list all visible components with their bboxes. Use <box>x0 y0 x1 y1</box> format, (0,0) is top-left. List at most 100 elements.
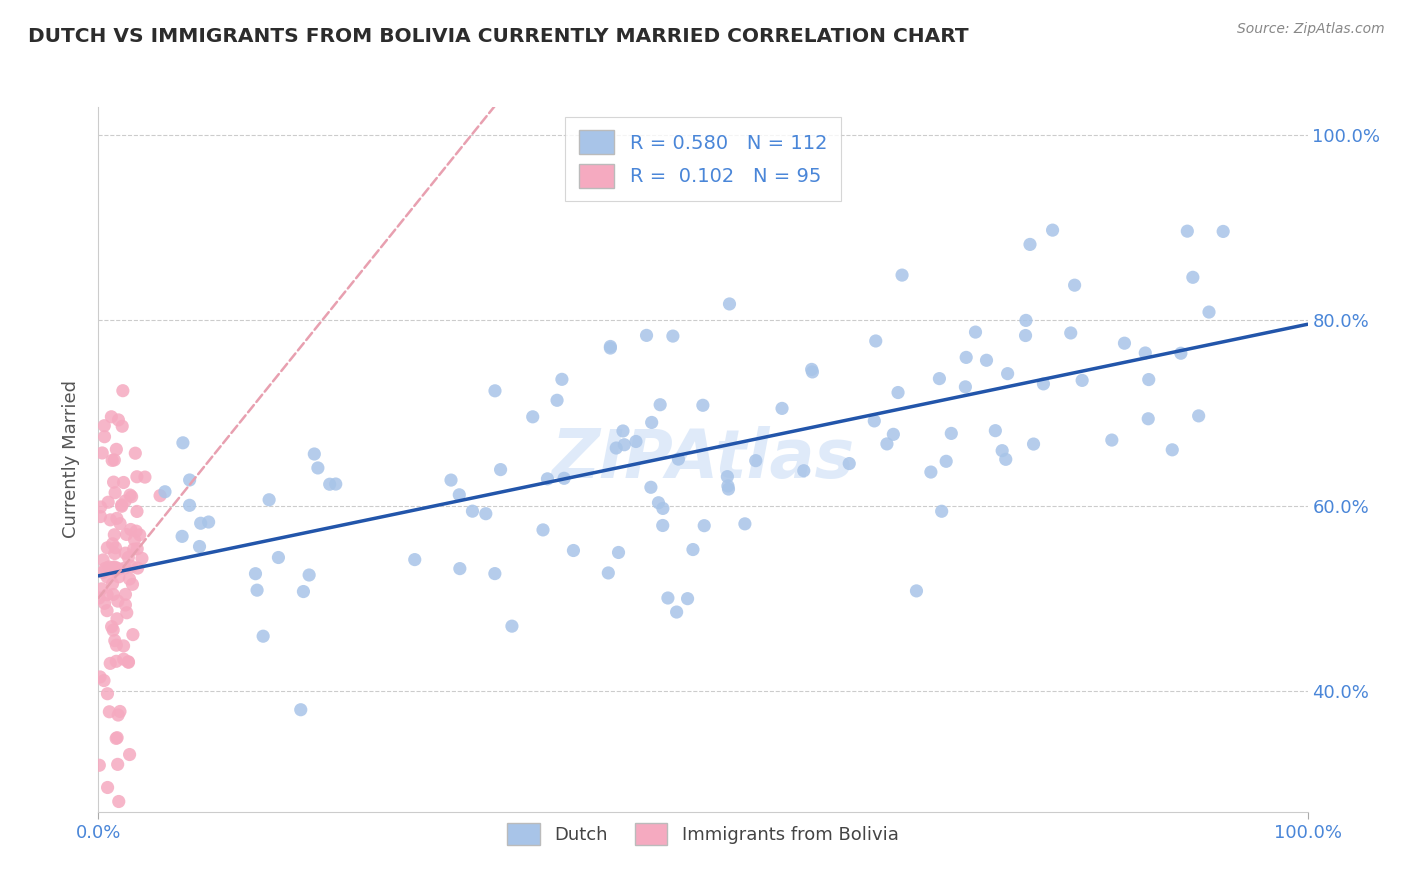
Point <box>640 480 662 494</box>
Point <box>121 577 143 591</box>
Point <box>920 465 942 479</box>
Point <box>100 409 122 424</box>
Point <box>98 705 121 719</box>
Point <box>179 473 201 487</box>
Point <box>484 384 506 398</box>
Point <box>692 398 714 412</box>
Point <box>105 731 128 745</box>
Point <box>1161 442 1184 457</box>
Point <box>745 453 768 467</box>
Point <box>105 638 128 652</box>
Point <box>87 591 110 605</box>
Point <box>96 570 118 584</box>
Point <box>252 629 274 643</box>
Point <box>107 594 129 608</box>
Point <box>997 367 1019 381</box>
Point <box>105 511 128 525</box>
Point <box>1181 270 1204 285</box>
Point <box>118 572 141 586</box>
Point <box>531 523 554 537</box>
Point <box>461 504 484 518</box>
Legend: Dutch, Immigrants from Bolivia: Dutch, Immigrants from Bolivia <box>501 815 905 852</box>
Point <box>325 477 347 491</box>
Point <box>107 562 129 576</box>
Point <box>1015 313 1038 327</box>
Point <box>905 583 928 598</box>
Point <box>801 365 824 379</box>
Point <box>115 527 138 541</box>
Point <box>134 470 156 484</box>
Point <box>475 507 498 521</box>
Point <box>103 475 125 490</box>
Point <box>991 443 1014 458</box>
Point <box>682 542 704 557</box>
Point <box>955 351 977 365</box>
Point <box>404 552 426 566</box>
Point <box>98 513 121 527</box>
Point <box>449 488 471 502</box>
Point <box>668 452 690 467</box>
Point <box>89 758 111 772</box>
Point <box>307 461 329 475</box>
Point <box>101 576 124 591</box>
Point <box>104 633 127 648</box>
Point <box>994 452 1017 467</box>
Point <box>93 430 115 444</box>
Point <box>153 484 176 499</box>
Point <box>290 703 312 717</box>
Point <box>120 488 142 502</box>
Point <box>613 438 636 452</box>
Point <box>100 619 122 633</box>
Point <box>124 533 146 547</box>
Point <box>96 588 118 602</box>
Point <box>1032 376 1054 391</box>
Point <box>104 564 127 578</box>
Point <box>718 297 741 311</box>
Point <box>94 561 117 575</box>
Point <box>562 543 585 558</box>
Point <box>125 524 148 538</box>
Point <box>882 427 904 442</box>
Point <box>124 446 146 460</box>
Point <box>793 464 815 478</box>
Point <box>863 414 886 428</box>
Point <box>984 424 1007 438</box>
Point <box>122 542 145 557</box>
Point <box>101 560 124 574</box>
Point <box>440 473 463 487</box>
Point <box>103 623 125 637</box>
Point <box>114 561 136 575</box>
Point <box>117 655 139 669</box>
Point <box>1071 373 1094 387</box>
Point <box>1063 278 1085 293</box>
Point <box>105 442 128 457</box>
Point <box>104 560 127 574</box>
Point <box>114 598 136 612</box>
Point <box>114 494 136 508</box>
Point <box>112 639 135 653</box>
Point <box>90 582 112 596</box>
Point <box>887 385 910 400</box>
Point <box>93 673 115 688</box>
Point <box>598 566 620 580</box>
Point <box>125 504 148 518</box>
Point <box>612 424 634 438</box>
Point <box>149 489 172 503</box>
Point <box>105 612 128 626</box>
Point <box>197 515 219 529</box>
Text: Source: ZipAtlas.com: Source: ZipAtlas.com <box>1237 22 1385 37</box>
Point <box>976 353 998 368</box>
Point <box>965 325 987 339</box>
Point <box>522 409 544 424</box>
Point <box>693 518 716 533</box>
Point <box>1101 433 1123 447</box>
Point <box>188 540 211 554</box>
Point <box>114 587 136 601</box>
Point <box>104 547 127 561</box>
Point <box>647 496 669 510</box>
Point <box>546 393 568 408</box>
Point <box>599 339 621 353</box>
Point <box>121 559 143 574</box>
Point <box>318 477 340 491</box>
Point <box>717 482 740 496</box>
